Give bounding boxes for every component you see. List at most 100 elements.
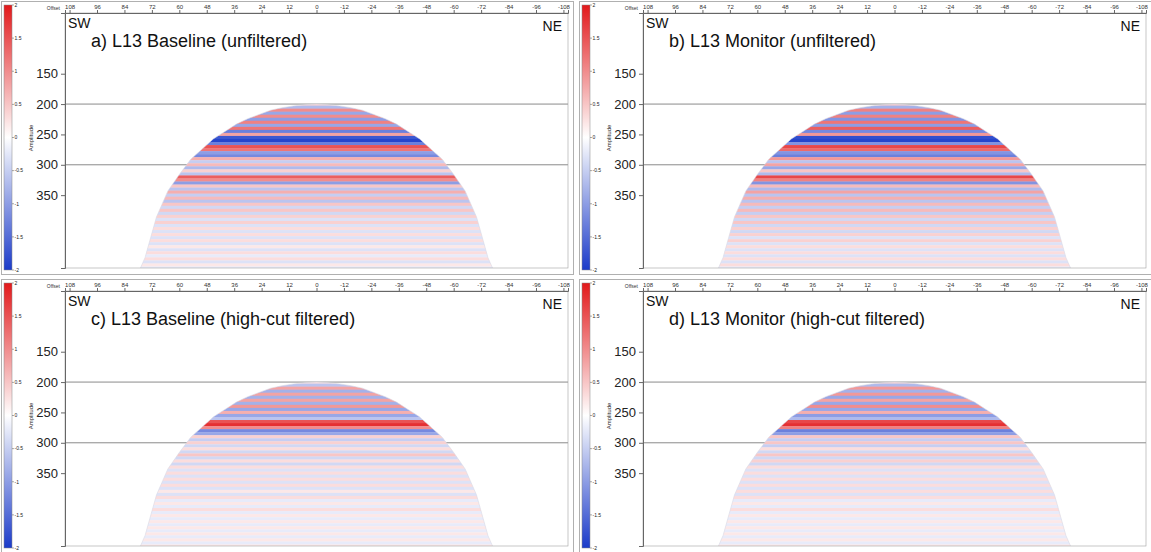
x-tick: 36 [231, 282, 238, 291]
amplitude-row [65, 387, 568, 390]
right-label: NE [1121, 296, 1140, 312]
x-tick-mark [812, 10, 813, 13]
y-tick-label: 300 [36, 435, 58, 450]
amplitude-row [643, 393, 1146, 396]
panel: -2-1.5-1-0.500.511.52Amplitude1089684726… [2, 280, 574, 552]
x-tick-mark [371, 288, 372, 291]
y-tick: 300 [36, 435, 65, 450]
colorbar-tick-label: -0.5 [15, 445, 24, 451]
x-tick-mark [977, 288, 978, 291]
amplitude-row [65, 263, 568, 266]
amplitude-row [65, 233, 568, 236]
amplitude-row [643, 242, 1146, 245]
amplitude-row [643, 185, 1146, 188]
amplitude-row [643, 511, 1146, 514]
amplitude-row [65, 390, 568, 393]
x-tick-label: 12 [864, 282, 871, 288]
x-tick-mark [234, 10, 235, 13]
x-tick-mark [895, 288, 896, 291]
amplitude-row [65, 505, 568, 508]
amplitude-row [643, 197, 1146, 200]
y-tick-label: 250 [36, 405, 58, 420]
fan-boundary [718, 382, 1070, 546]
amplitude-row [65, 257, 568, 260]
amplitude-row [65, 197, 568, 200]
y-tick-mark [61, 195, 65, 196]
y-tick: 200 [614, 375, 643, 390]
amplitude-row [65, 511, 568, 514]
x-tick-mark [234, 288, 235, 291]
x-tick-label: 36 [231, 4, 238, 10]
amplitude-row [643, 194, 1146, 197]
x-tick: 24 [259, 282, 266, 291]
x-tick: -48 [1000, 4, 1009, 13]
panel-title: b) L13 Monitor (unfiltered) [669, 31, 876, 51]
x-tick: 24 [259, 4, 266, 13]
amplitude-row [65, 453, 568, 456]
amplitude-row [65, 254, 568, 257]
x-tick: -12 [918, 282, 927, 291]
amplitude-row [643, 508, 1146, 511]
amplitude-row [643, 520, 1146, 523]
panel: -2-1.5-1-0.500.511.52Amplitude1089684726… [2, 2, 574, 275]
x-tick: 84 [700, 4, 707, 13]
x-tick: 36 [809, 4, 816, 13]
x-axis: 10896847260483624120-12-24-36-48-60-72-8… [65, 4, 571, 14]
x-tick-label: 24 [837, 282, 844, 288]
x-tick-mark [949, 10, 950, 13]
amplitude-row [643, 475, 1146, 478]
x-axis-line [644, 10, 1147, 14]
y-tick-mark [61, 134, 65, 135]
x-tick-label: 24 [259, 282, 266, 288]
amplitude-row [65, 438, 568, 441]
x-tick-label: -12 [340, 4, 349, 10]
colorbar-tick-label: -2 [15, 545, 20, 551]
amplitude-row [65, 490, 568, 493]
colorbar [582, 283, 590, 548]
colorbar-tick-label: 1 [15, 346, 18, 352]
x-tick-label: -48 [422, 282, 431, 288]
x-tick-label: -36 [973, 4, 982, 10]
x-tick: -36 [973, 282, 982, 291]
x-tick-mark [536, 288, 537, 291]
amplitude-row [643, 221, 1146, 224]
amplitude-row [65, 450, 568, 453]
x-tick-mark [124, 288, 125, 291]
x-tick-label: -12 [918, 4, 927, 10]
x-tick-mark [262, 288, 263, 291]
x-tick: -72 [477, 282, 486, 291]
x-tick-mark [730, 288, 731, 291]
x-tick-mark [785, 288, 786, 291]
x-tick-mark [730, 10, 731, 13]
y-tick-label: 250 [614, 405, 636, 420]
amplitude-row [643, 426, 1146, 429]
x-tick-mark [509, 288, 510, 291]
colorbar-tick-label: 0.5 [593, 101, 600, 107]
amplitude-row [643, 499, 1146, 502]
amplitude-row [65, 109, 568, 112]
x-tick-mark [757, 10, 758, 13]
x-tick-mark [1114, 10, 1115, 13]
x-tick-label: 36 [809, 282, 816, 288]
x-tick: 48 [782, 4, 789, 13]
x-tick-label: 24 [259, 4, 266, 10]
x-tick-mark [867, 10, 868, 13]
amplitude-row [65, 469, 568, 472]
panel-frame [2, 280, 574, 552]
amplitude-row [65, 444, 568, 447]
x-tick-mark [840, 10, 841, 13]
x-tick: -96 [532, 282, 541, 291]
left-label: SW [68, 293, 91, 309]
y-tick: 300 [614, 435, 643, 450]
x-tick: 0 [893, 282, 897, 291]
colorbar [582, 5, 590, 270]
x-tick-mark [757, 288, 758, 291]
y-tick-mark [639, 74, 643, 75]
amplitude-row [65, 408, 568, 411]
x-tick-mark [289, 10, 290, 13]
amplitude-row [65, 242, 568, 245]
amplitude-row [643, 505, 1146, 508]
y-tick: 250 [614, 405, 643, 420]
x-tick-mark [922, 10, 923, 13]
x-tick: 108 [65, 4, 76, 13]
